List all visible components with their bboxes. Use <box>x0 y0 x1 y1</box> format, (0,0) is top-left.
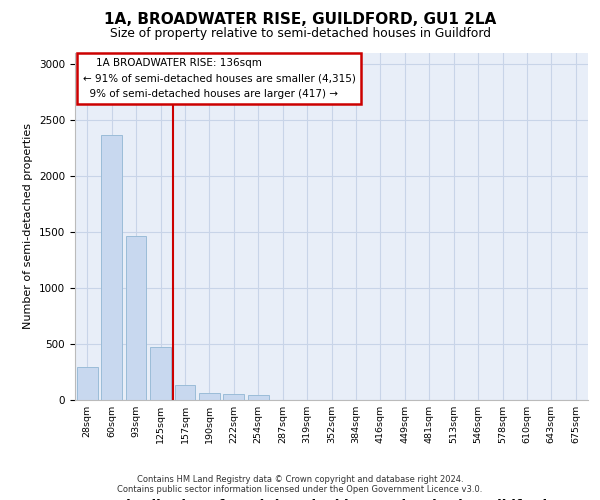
Text: Size of property relative to semi-detached houses in Guildford: Size of property relative to semi-detach… <box>110 28 491 40</box>
Bar <box>175 385 196 400</box>
Bar <box>223 394 244 400</box>
Bar <box>77 368 98 400</box>
Bar <box>125 236 146 400</box>
Text: 1A BROADWATER RISE: 136sqm
← 91% of semi-detached houses are smaller (4,315)
  9: 1A BROADWATER RISE: 136sqm ← 91% of semi… <box>83 58 356 99</box>
X-axis label: Distribution of semi-detached houses by size in Guildford: Distribution of semi-detached houses by … <box>115 499 548 500</box>
Text: 1A, BROADWATER RISE, GUILDFORD, GU1 2LA: 1A, BROADWATER RISE, GUILDFORD, GU1 2LA <box>104 12 496 28</box>
Bar <box>248 394 269 400</box>
Y-axis label: Number of semi-detached properties: Number of semi-detached properties <box>23 123 34 329</box>
Bar <box>199 394 220 400</box>
Bar <box>150 348 171 400</box>
Text: Contains HM Land Registry data © Crown copyright and database right 2024.
Contai: Contains HM Land Registry data © Crown c… <box>118 474 482 494</box>
Bar <box>101 136 122 400</box>
